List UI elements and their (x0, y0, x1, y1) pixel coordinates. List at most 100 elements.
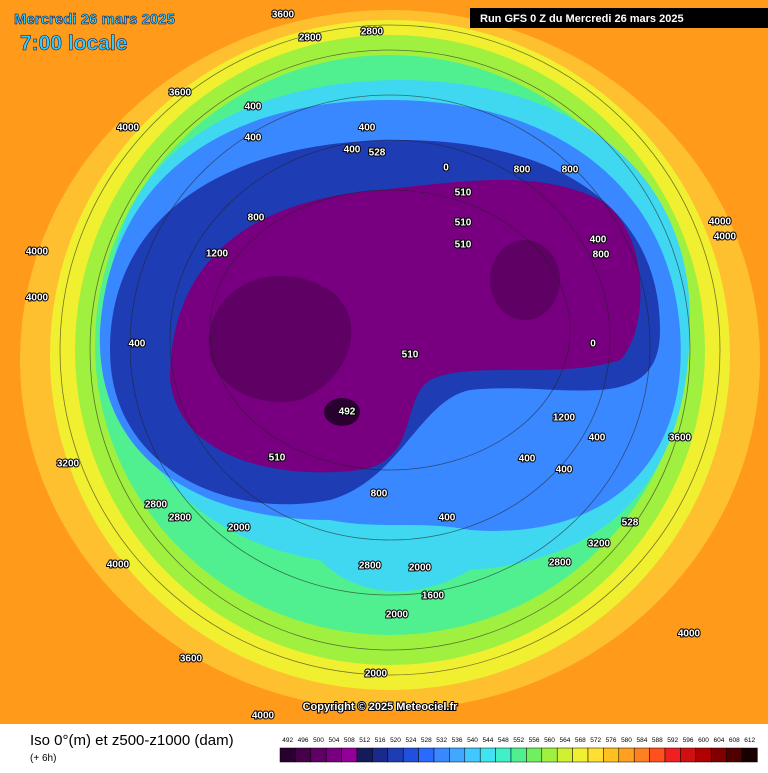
scale-label: 560 (544, 737, 555, 744)
scale-label: 504 (328, 737, 339, 744)
scale-label: 500 (313, 737, 324, 744)
scale-swatch (556, 747, 573, 763)
scale-label: 608 (729, 737, 740, 744)
scale-label: 532 (436, 737, 447, 744)
scale-label: 496 (298, 737, 309, 744)
run-box (470, 8, 768, 28)
contour-label: 2000 (228, 523, 251, 534)
scale-swatch (464, 747, 481, 763)
scale-swatch (649, 747, 666, 763)
contour-label: 2800 (145, 500, 168, 511)
contour-label: 4000 (252, 711, 275, 722)
scale-swatch (418, 747, 435, 763)
contour-label: 3200 (57, 459, 80, 470)
scale-label: 592 (667, 737, 678, 744)
contour-label: 510 (269, 453, 286, 464)
contour-label: 400 (129, 339, 146, 350)
scale-label: 552 (513, 737, 524, 744)
scale-label: 612 (744, 737, 755, 744)
contour-label: 4000 (714, 232, 737, 243)
scale-label: 492 (282, 737, 293, 744)
footer-step: (+ 6h) (30, 753, 56, 764)
contour-label: 2800 (361, 27, 384, 38)
contour-label: 400 (556, 465, 573, 476)
contour-label: 510 (455, 218, 472, 229)
scale-swatch (433, 747, 450, 763)
contour-label: 2800 (169, 513, 192, 524)
scale-label: 568 (575, 737, 586, 744)
contour-label: 4000 (107, 560, 130, 571)
scale-swatch (449, 747, 466, 763)
zone-core (324, 398, 360, 426)
contour-label: 4000 (678, 629, 701, 640)
scale-swatch (402, 747, 419, 763)
scale-label: 536 (452, 737, 463, 744)
contour-label: 2800 (299, 33, 322, 44)
contour-label: 2000 (365, 669, 388, 680)
scale-swatch (710, 747, 727, 763)
scale-label: 548 (498, 737, 509, 744)
zone-darkpurple (208, 275, 352, 402)
contour-label: 528 (622, 518, 639, 529)
contour-label: 1600 (422, 591, 445, 602)
scale-swatch (356, 747, 373, 763)
scale-swatch (510, 747, 527, 763)
contour-label: 400 (439, 513, 456, 524)
contour-label: 2000 (409, 563, 432, 574)
scale-label: 604 (713, 737, 724, 744)
scale-swatch (295, 747, 312, 763)
contour-label: 510 (402, 350, 419, 361)
contour-label: 400 (359, 123, 376, 134)
contour-label: 2800 (549, 558, 572, 569)
scale-label: 516 (375, 737, 386, 744)
scale-label: 556 (529, 737, 540, 744)
contour-label: 0 (590, 339, 596, 350)
zone-darkpurple (490, 240, 560, 320)
scale-swatch (495, 747, 512, 763)
contour-label: 492 (339, 407, 356, 418)
scale-label: 588 (652, 737, 663, 744)
contour-label: 400 (590, 235, 607, 246)
scale-swatch (572, 747, 589, 763)
scale-swatch (479, 747, 496, 763)
scale-label: 564 (559, 737, 570, 744)
scale-label: 524 (405, 737, 416, 744)
scale-swatch (310, 747, 327, 763)
scale-swatch (541, 747, 558, 763)
contour-label: 400 (245, 133, 262, 144)
color-scale: 492 496 500 504 508 512 516 520 524 528 532 536 540 5… (279, 737, 758, 763)
scale-label: 508 (344, 737, 355, 744)
contour-label: 2800 (359, 561, 382, 572)
contour-label: 3200 (588, 539, 611, 550)
contour-label: 3600 (272, 10, 295, 21)
scale-label: 512 (359, 737, 370, 744)
footer-title: Iso 0°(m) et z500-z1000 (dam) (30, 732, 234, 749)
scale-swatch (695, 747, 712, 763)
scale-label: 584 (636, 737, 647, 744)
run-info: Run GFS 0 Z du Mercredi 26 mars 2025 (480, 13, 684, 25)
contour-label: 3600 (180, 654, 203, 665)
contour-label: 800 (248, 213, 265, 224)
contour-label: 528 (369, 148, 386, 159)
contour-label: 4000 (709, 217, 732, 228)
contour-label: 3600 (169, 88, 192, 99)
scale-swatch (603, 747, 620, 763)
map-time: 7:00 locale (20, 32, 127, 55)
contour-label: 400 (245, 102, 262, 113)
contour-label: 510 (455, 188, 472, 199)
contour-label: 400 (519, 454, 536, 465)
scale-swatch (325, 747, 342, 763)
scale-label: 544 (482, 737, 493, 744)
contour-label: 2000 (386, 610, 409, 621)
contour-label: 800 (593, 250, 610, 261)
copyright: Copyright © 2025 Meteociel.fr (303, 701, 459, 713)
contour-label: 1200 (553, 413, 576, 424)
contour-label: 800 (514, 165, 531, 176)
scale-swatch (341, 747, 358, 763)
scale-swatch (680, 747, 697, 763)
contour-label: 3600 (669, 433, 692, 444)
contours (59, 24, 721, 676)
scale-swatch (372, 747, 389, 763)
